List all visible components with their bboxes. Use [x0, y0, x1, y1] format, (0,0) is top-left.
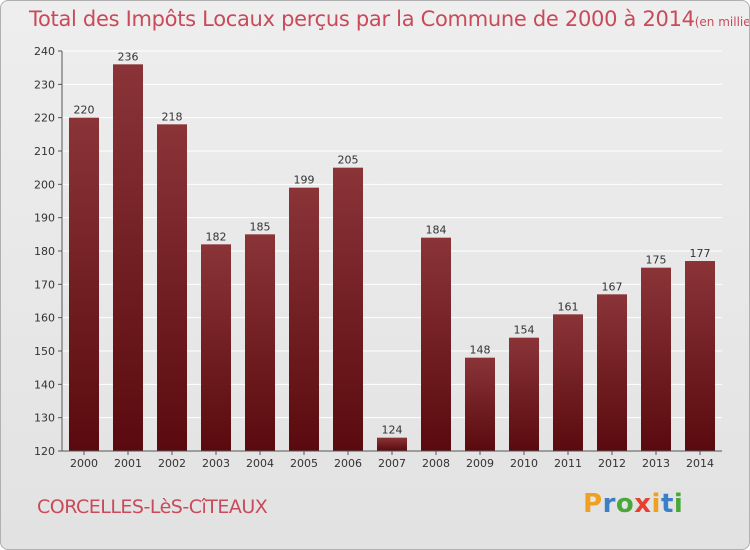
x-tick-label-2003: 2003: [202, 457, 230, 470]
x-tick-label-2008: 2008: [422, 457, 450, 470]
bar-2007[interactable]: [377, 437, 407, 451]
y-tick-label-230: 230: [34, 78, 55, 91]
y-tick-label-190: 190: [34, 212, 55, 225]
bars: [69, 64, 715, 452]
chart-unit: (en milliers d'€): [694, 15, 750, 29]
y-tick-label-120: 120: [34, 445, 55, 458]
logo-letter: t: [660, 489, 674, 519]
y-tick-label-170: 170: [34, 278, 55, 291]
x-tick-label-2009: 2009: [466, 457, 494, 470]
data-label-2002: 218: [162, 110, 183, 123]
x-tick-label-2013: 2013: [642, 457, 670, 470]
bar-2009[interactable]: [465, 357, 495, 451]
chart-title: Total des Impôts Locaux perçus par la Co…: [29, 7, 750, 31]
y-tick-label-180: 180: [34, 245, 55, 258]
bar-2013[interactable]: [641, 267, 671, 451]
logo-letter: r: [602, 489, 616, 519]
axes: 120 130 140 150 160 170 180 190 200 210 220 230 240 2…: [34, 45, 722, 470]
data-label-2011: 161: [558, 300, 579, 313]
bar-2005[interactable]: [289, 187, 319, 451]
bar-2012[interactable]: [597, 294, 627, 451]
data-label-2007: 124: [382, 424, 403, 437]
y-tick-label-160: 160: [34, 312, 55, 325]
x-tick-label-2011: 2011: [554, 457, 582, 470]
x-tick-label-2007: 2007: [378, 457, 406, 470]
x-tick-label-2004: 2004: [246, 457, 274, 470]
bar-2010[interactable]: [509, 337, 539, 451]
data-label-2010: 154: [514, 324, 535, 337]
data-label-2001: 236: [118, 50, 139, 63]
bar-2000[interactable]: [69, 117, 99, 452]
x-tick-label-2014: 2014: [686, 457, 714, 470]
logo-letter: P: [583, 489, 603, 519]
x-tick-label-2001: 2001: [114, 457, 142, 470]
chart-title-text: Total des Impôts Locaux perçus par la Co…: [29, 7, 695, 31]
logo-letter: i: [651, 489, 661, 519]
y-tick-label-220: 220: [34, 112, 55, 125]
commune-name: CORCELLES-LèS-CîTEAUX: [37, 496, 268, 518]
logo-letter: o: [615, 489, 635, 519]
x-tick-label-2000: 2000: [70, 457, 98, 470]
bar-2011[interactable]: [553, 314, 583, 451]
bar-2008[interactable]: [421, 237, 451, 451]
x-tick-label-2006: 2006: [334, 457, 362, 470]
x-tick-label-2005: 2005: [290, 457, 318, 470]
data-label-2000: 220: [74, 104, 95, 117]
logo-letter: x: [634, 489, 652, 519]
y-tick-label-240: 240: [34, 45, 55, 58]
proxiti-logo[interactable]: Proxiti: [583, 489, 683, 519]
y-tick-label-210: 210: [34, 145, 55, 158]
y-tick-label-140: 140: [34, 378, 55, 391]
bar-2006[interactable]: [333, 167, 363, 451]
y-tick-label-130: 130: [34, 412, 55, 425]
bar-2004[interactable]: [245, 234, 275, 451]
data-label-2003: 182: [206, 230, 227, 243]
x-tick-label-2010: 2010: [510, 457, 538, 470]
x-tick-label-2012: 2012: [598, 457, 626, 470]
data-label-2009: 148: [470, 344, 491, 357]
data-label-2014: 177: [690, 247, 711, 260]
data-label-2008: 184: [426, 224, 447, 237]
bar-2001[interactable]: [113, 64, 143, 452]
bar-2014[interactable]: [685, 261, 715, 451]
y-tick-label-150: 150: [34, 345, 55, 358]
data-label-2004: 185: [250, 220, 271, 233]
bar-2003[interactable]: [201, 244, 231, 451]
data-label-2013: 175: [646, 254, 667, 267]
bar-2002[interactable]: [157, 124, 187, 451]
data-label-2006: 205: [338, 154, 359, 167]
x-tick-label-2002: 2002: [158, 457, 186, 470]
logo-letter: i: [673, 489, 684, 519]
y-tick-label-200: 200: [34, 178, 55, 191]
data-labels: 220 236 218 182 185 199 205 124 184 148 154 161 167 1…: [74, 50, 711, 436]
data-label-2005: 199: [294, 174, 315, 187]
data-label-2012: 167: [602, 280, 623, 293]
